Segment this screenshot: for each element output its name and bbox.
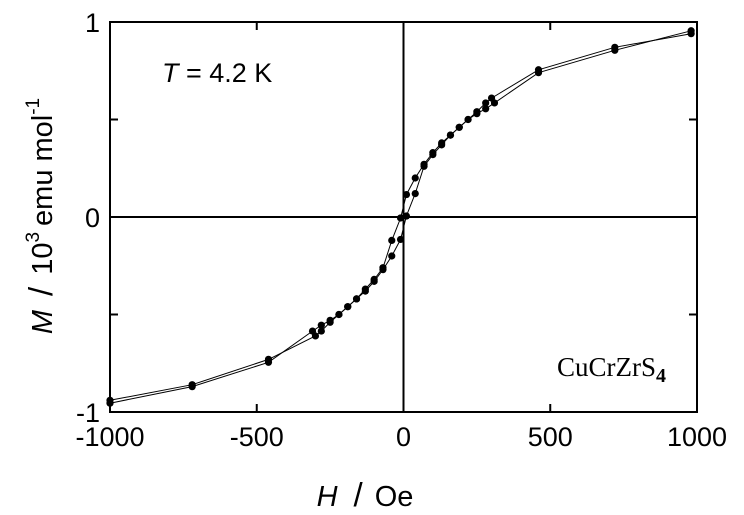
- data-point: [482, 99, 490, 107]
- data-point: [326, 318, 334, 326]
- y-tick-label: -1: [76, 398, 100, 428]
- data-point: [420, 162, 428, 170]
- data-point: [317, 321, 325, 329]
- data-point: [106, 396, 114, 404]
- data-point: [411, 190, 419, 198]
- data-point: [396, 235, 405, 244]
- data-point: [317, 327, 325, 335]
- data-point: [344, 303, 352, 311]
- x-tick-label: -500: [230, 422, 284, 452]
- data-point: [446, 131, 455, 139]
- data-point: [335, 310, 343, 319]
- x-axis-label: H / Oe: [317, 476, 414, 513]
- data-point: [473, 110, 481, 118]
- y-tick-label: 0: [85, 203, 100, 233]
- data-point: [352, 295, 361, 303]
- data-point: [311, 332, 320, 340]
- compound-annotation: CuCrZrS4: [557, 352, 666, 387]
- data-point: [611, 46, 619, 54]
- x-tick-label: 0: [396, 422, 411, 452]
- data-point: [411, 174, 419, 182]
- data-point: [388, 252, 396, 260]
- data-point: [361, 287, 369, 295]
- data-point: [490, 99, 499, 107]
- data-point: [455, 123, 463, 131]
- temperature-annotation: T = 4.2 K: [162, 58, 272, 88]
- series-line-2: [109, 30, 692, 401]
- x-tick-label: 500: [528, 422, 573, 452]
- data-point: [402, 190, 411, 199]
- data-point: [402, 212, 411, 220]
- series-line-1: [109, 33, 692, 404]
- data-point: [464, 115, 472, 124]
- plot-layer: -1000 -500 0 500 1000 -1 0 1: [75, 8, 727, 452]
- data-point: [482, 105, 490, 113]
- data-point: [264, 355, 273, 363]
- data-point: [370, 277, 378, 285]
- data-point: [687, 27, 695, 35]
- data-point: [429, 151, 437, 159]
- data-point: [396, 214, 405, 222]
- data-point: [388, 236, 396, 244]
- x-tick-label: 1000: [667, 422, 727, 452]
- data-point: [438, 141, 446, 149]
- data-point: [534, 69, 543, 77]
- y-tick-label: 1: [85, 8, 100, 38]
- y-axis-label: M/103emu mol-1: [22, 98, 59, 334]
- data-point: [379, 266, 387, 274]
- x-tick-label: -1000: [75, 422, 144, 452]
- data-point: [188, 381, 196, 389]
